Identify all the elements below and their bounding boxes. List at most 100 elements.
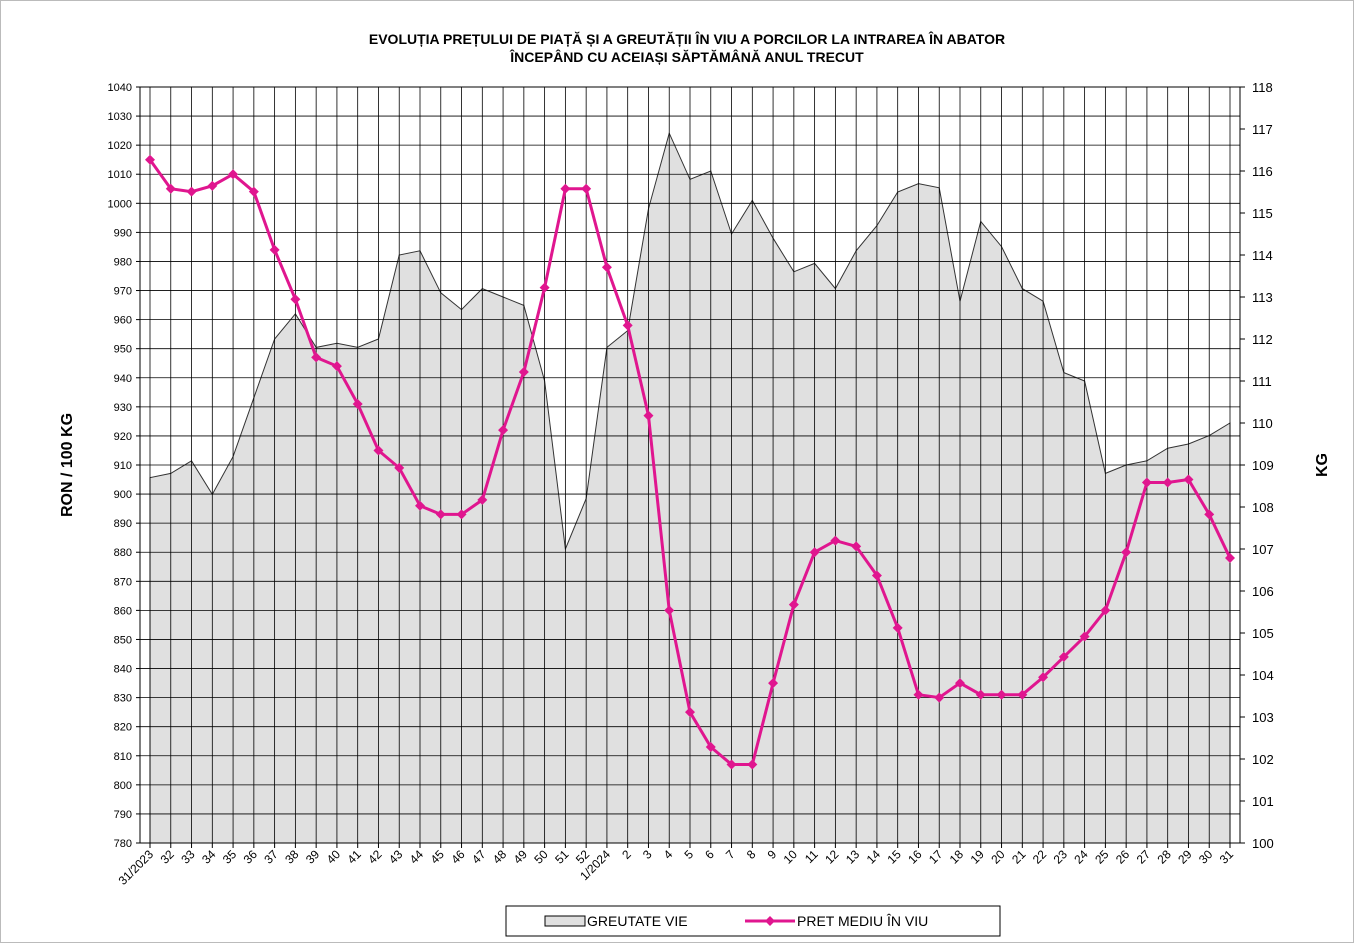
y-tick-label: 1010 (108, 169, 132, 181)
y-tick-label: 990 (114, 227, 132, 239)
y2-tick-label: 101 (1252, 794, 1274, 809)
y2-tick-label: 110 (1252, 416, 1273, 431)
y-tick-label: 850 (114, 634, 132, 646)
marker (1204, 509, 1215, 520)
y-tick-label: 1000 (108, 198, 132, 210)
marker (851, 541, 862, 552)
marker (331, 361, 342, 372)
y2-tick-label: 109 (1252, 458, 1274, 473)
marker (788, 599, 799, 610)
marker (747, 759, 758, 770)
marker (955, 678, 965, 689)
y-tick-label: 920 (114, 431, 132, 443)
y2-tick-label: 118 (1252, 80, 1273, 95)
y-tick-label: 940 (114, 373, 132, 385)
y2-tick-label: 111 (1252, 374, 1272, 389)
marker (892, 622, 903, 633)
y2-tick-label: 102 (1252, 752, 1274, 767)
marker (934, 692, 945, 703)
y-tick-label: 970 (114, 286, 132, 298)
legend-label: PRET MEDIU ÎN VIU (797, 913, 928, 929)
y-tick-label: 930 (114, 402, 132, 414)
marker (518, 366, 529, 377)
marker (456, 509, 467, 520)
y-tick-label: 1030 (108, 111, 132, 123)
y2-tick-label: 115 (1252, 206, 1273, 221)
y-tick-label: 1020 (108, 140, 132, 152)
y2-tick-label: 108 (1252, 500, 1274, 515)
marker (622, 320, 633, 331)
y-tick-label: 790 (114, 809, 132, 821)
y2-tick-label: 114 (1252, 248, 1273, 263)
marker (1017, 689, 1028, 700)
marker (165, 183, 176, 194)
marker (685, 707, 695, 718)
marker (705, 742, 716, 753)
y2-axis-label: KG (1314, 453, 1331, 477)
marker (1183, 474, 1194, 485)
marker (145, 154, 155, 165)
chart-title: EVOLUȚIA PREȚULUI DE PIAȚĂ ȘI A GREUTĂȚI… (369, 30, 1005, 47)
marker (477, 494, 488, 505)
line-layer (145, 154, 1235, 770)
y-tick-label: 820 (114, 722, 132, 734)
marker (1038, 672, 1049, 683)
marker (560, 183, 571, 194)
y-tick-label: 860 (114, 605, 132, 617)
marker (1141, 477, 1152, 488)
y-tick-label: 870 (114, 576, 132, 588)
y-tick-label: 840 (114, 664, 132, 676)
y2-tick-label: 113 (1252, 290, 1273, 305)
y2-tick-label: 103 (1252, 710, 1274, 725)
y2-tick-label: 112 (1252, 332, 1273, 347)
y-tick-label: 830 (114, 693, 132, 705)
y2-tick-label: 117 (1252, 122, 1273, 137)
y-tick-label: 780 (114, 838, 132, 850)
y-tick-label: 890 (114, 518, 132, 530)
marker (415, 500, 425, 511)
marker (186, 186, 197, 197)
marker (913, 689, 924, 700)
marker (1100, 605, 1111, 616)
marker (830, 535, 841, 546)
marker (809, 547, 820, 558)
marker (581, 183, 592, 194)
y2-tick-label: 100 (1252, 836, 1274, 851)
marker (539, 282, 550, 293)
marker (207, 180, 218, 191)
marker (643, 410, 654, 421)
y2-tick-label: 116 (1252, 164, 1273, 179)
marker (498, 425, 509, 436)
marker (311, 352, 322, 363)
marker (726, 759, 737, 770)
marker (290, 294, 301, 305)
y-tick-label: 900 (114, 489, 132, 501)
y-tick-label: 950 (114, 344, 132, 356)
marker (228, 169, 239, 180)
marker (768, 678, 779, 689)
y-tick-label: 960 (114, 315, 132, 327)
marker (269, 244, 280, 255)
y-tick-label: 1040 (108, 82, 132, 94)
marker (1162, 477, 1173, 488)
legend-marker (765, 916, 775, 926)
marker (1225, 553, 1235, 564)
plot-border (139, 86, 1241, 844)
marker (1121, 547, 1132, 558)
y2-tick-label: 105 (1252, 626, 1274, 641)
marker (352, 398, 363, 409)
legend-swatch (544, 915, 586, 927)
y-tick-label: 880 (114, 547, 132, 559)
y2-tick-label: 106 (1252, 584, 1274, 599)
y-tick-label: 910 (114, 460, 132, 472)
y-tick-label: 980 (114, 256, 132, 268)
marker (1058, 651, 1069, 662)
marker (664, 605, 675, 616)
marker (435, 509, 446, 520)
marker (1079, 631, 1090, 642)
marker (394, 462, 405, 473)
chart-subtitle: ÎNCEPÂND CU ACEIAȘI SĂPTĂMÂNĂ ANUL TRECU… (509, 48, 864, 65)
y-tick-label: 800 (114, 780, 132, 792)
marker (373, 445, 384, 456)
